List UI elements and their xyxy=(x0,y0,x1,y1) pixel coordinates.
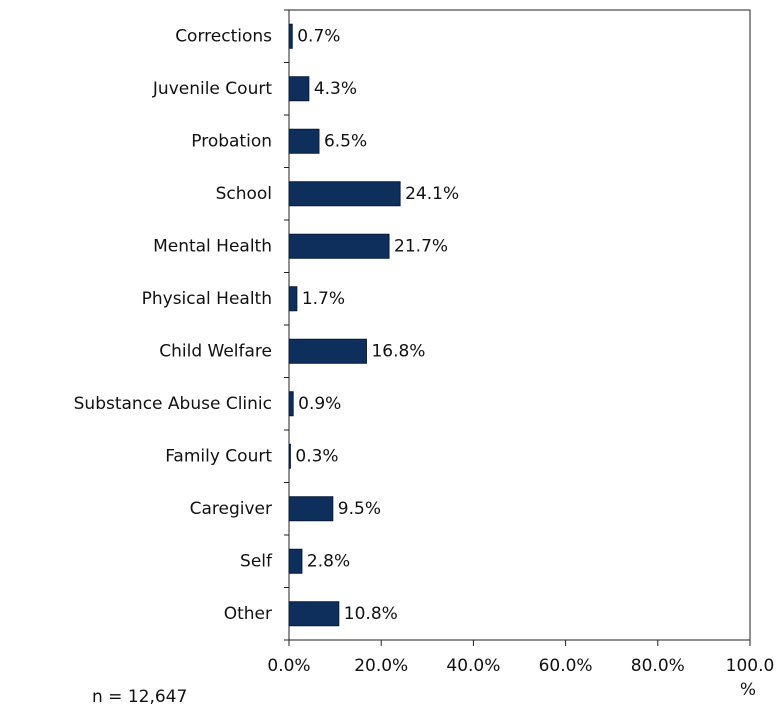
x-tick-label: 0.0% xyxy=(267,656,310,676)
x-tick-label: 60.0% xyxy=(539,656,593,676)
bar xyxy=(288,233,390,259)
y-tick-label: School xyxy=(216,184,272,204)
value-label: 9.5% xyxy=(338,499,381,519)
value-label: 2.8% xyxy=(307,551,350,571)
bar xyxy=(288,391,294,417)
y-tick-label: Self xyxy=(240,551,273,571)
value-label: 16.8% xyxy=(371,341,425,361)
y-tick-label: Family Court xyxy=(165,446,272,466)
x-axis-label: % xyxy=(740,680,756,700)
x-tick-label: 100.0 xyxy=(726,656,775,676)
x-tick-label: 20.0% xyxy=(354,656,408,676)
bar xyxy=(288,23,293,49)
y-tick-label: Child Welfare xyxy=(159,341,272,361)
y-tick-label: Juvenile Court xyxy=(152,79,272,99)
x-tick-label: 80.0% xyxy=(631,656,685,676)
y-tick-label: Probation xyxy=(191,131,272,151)
bar xyxy=(288,128,320,154)
bar xyxy=(288,443,291,469)
value-label: 21.7% xyxy=(394,236,448,256)
x-tick-label: 40.0% xyxy=(446,656,500,676)
value-label: 6.5% xyxy=(324,131,367,151)
bar xyxy=(288,338,367,364)
value-label: 0.3% xyxy=(295,446,338,466)
y-tick-label: Other xyxy=(224,604,272,624)
bar xyxy=(288,181,401,207)
bar xyxy=(288,76,310,102)
bar xyxy=(288,496,334,522)
bar xyxy=(288,286,298,312)
y-tick-label: Corrections xyxy=(175,26,272,46)
annotation: n = 12,647 xyxy=(92,687,187,707)
plot-frame xyxy=(288,9,751,641)
value-label: 10.8% xyxy=(344,604,398,624)
y-tick-label: Mental Health xyxy=(153,236,272,256)
value-label: 1.7% xyxy=(302,289,345,309)
bar xyxy=(288,601,340,627)
value-label: 0.9% xyxy=(298,394,341,414)
y-tick-label: Caregiver xyxy=(190,499,272,519)
bar xyxy=(288,548,303,574)
y-tick-label: Substance Abuse Clinic xyxy=(74,394,272,414)
value-label: 4.3% xyxy=(314,79,357,99)
y-tick-label: Physical Health xyxy=(142,289,272,309)
value-label: 24.1% xyxy=(405,184,459,204)
value-label: 0.7% xyxy=(297,26,340,46)
